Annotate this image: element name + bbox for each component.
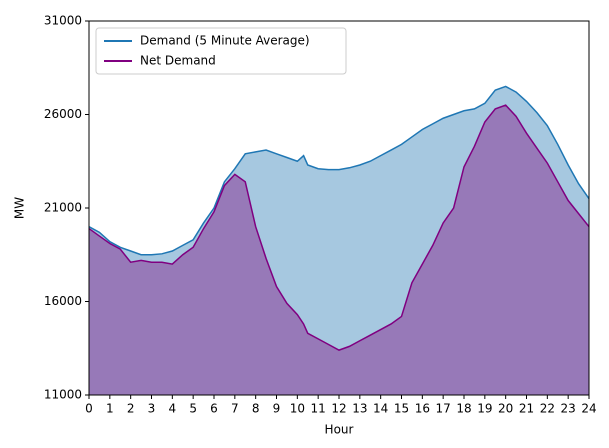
x-tick-label: 23 xyxy=(561,402,576,416)
x-tick-label: 14 xyxy=(373,402,388,416)
x-tick-label: 10 xyxy=(290,402,305,416)
legend-label: Net Demand xyxy=(140,54,216,68)
x-tick-label: 2 xyxy=(127,402,135,416)
x-tick-label: 8 xyxy=(252,402,260,416)
x-tick-label: 19 xyxy=(477,402,492,416)
y-tick-label: 21000 xyxy=(44,201,82,215)
y-tick-label: 26000 xyxy=(44,107,82,121)
x-tick-label: 12 xyxy=(331,402,346,416)
x-axis-label: Hour xyxy=(325,423,354,437)
legend-box xyxy=(95,27,347,75)
line xyxy=(88,104,590,351)
x-tick-label: 5 xyxy=(189,402,197,416)
y-tick-label: 31000 xyxy=(44,14,82,28)
x-tick-label: 20 xyxy=(498,402,513,416)
area xyxy=(89,105,589,396)
y-tick-label: 16000 xyxy=(44,294,82,308)
x-tick-label: 16 xyxy=(415,402,430,416)
x-tick-label: 13 xyxy=(352,402,367,416)
x-tick-label: 15 xyxy=(394,402,409,416)
x-tick-label: 21 xyxy=(519,402,534,416)
x-tick-label: 9 xyxy=(273,402,281,416)
y-axis-label: MW xyxy=(13,197,27,219)
x-tick-label: 3 xyxy=(148,402,156,416)
x-tick-label: 1 xyxy=(106,402,114,416)
x-tick-label: 4 xyxy=(169,402,177,416)
x-tick-label: 6 xyxy=(210,402,218,416)
x-tick-label: 24 xyxy=(581,402,596,416)
line xyxy=(88,85,590,256)
x-tick-label: 22 xyxy=(540,402,555,416)
x-tick-label: 11 xyxy=(311,402,326,416)
x-tick-label: 0 xyxy=(85,402,93,416)
x-tick-label: 17 xyxy=(436,402,451,416)
x-tick-label: 7 xyxy=(231,402,239,416)
legend-label: Demand (5 Minute Average) xyxy=(140,34,310,48)
x-tick-label: 18 xyxy=(456,402,471,416)
y-tick-label: 11000 xyxy=(44,388,82,402)
